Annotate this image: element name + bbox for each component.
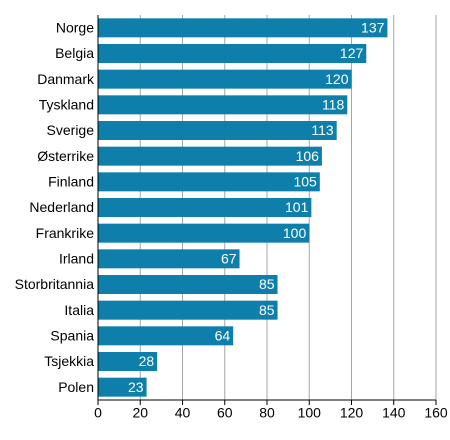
value-label: 127 [340,45,364,61]
y-tick-label: Belgia [55,45,94,61]
value-label: 28 [139,353,155,369]
bar [98,121,337,140]
y-tick-label: Norge [56,20,94,36]
bar [98,198,312,217]
value-label: 137 [361,20,385,36]
value-label: 106 [296,148,320,164]
x-tick-label: 0 [94,405,102,421]
y-tick-label: Finland [48,174,94,190]
y-tick-label: Frankrike [36,225,95,241]
bar [98,44,367,63]
y-tick-label: Irland [59,251,94,267]
y-tick-label: Danmark [37,71,95,87]
y-tick-label: Spania [50,328,94,344]
y-tick-label: Tsjekkia [44,353,94,369]
y-tick-label: Tyskland [39,97,94,113]
x-tick-label: 40 [175,405,191,421]
x-tick-label: 160 [424,405,448,421]
bar [98,326,234,346]
y-tick-label: Polen [58,379,94,395]
y-tick-label: Nederland [29,199,94,215]
bar [98,300,278,320]
bar [98,223,310,243]
bar [98,172,320,192]
value-label: 105 [293,174,317,190]
bar [98,275,278,294]
bar [98,18,388,38]
bar [98,69,352,89]
x-tick-label: 100 [298,405,322,421]
bar [98,95,348,115]
value-label: 23 [128,379,144,395]
value-label: 120 [325,71,349,87]
value-label: 113 [311,122,334,138]
value-label: 64 [215,328,231,344]
y-tick-label: Italia [64,302,94,318]
value-label: 85 [259,276,275,292]
x-tick-label: 140 [382,405,406,421]
x-tick-label: 120 [340,405,364,421]
y-tick-label: Storbritannia [15,276,95,292]
bar [98,249,240,269]
x-tick-label: 80 [259,405,275,421]
y-tick-label: Østerrike [37,148,94,164]
value-label: 67 [221,251,237,267]
value-label: 100 [283,225,307,241]
bar [98,146,322,166]
y-tick-label: Sverige [47,122,95,138]
bar [98,352,158,371]
x-tick-label: 20 [132,405,148,421]
bar [98,377,147,397]
value-label: 118 [322,97,345,113]
x-tick-label: 60 [217,405,233,421]
value-label: 101 [285,199,309,215]
value-label: 85 [259,302,275,318]
